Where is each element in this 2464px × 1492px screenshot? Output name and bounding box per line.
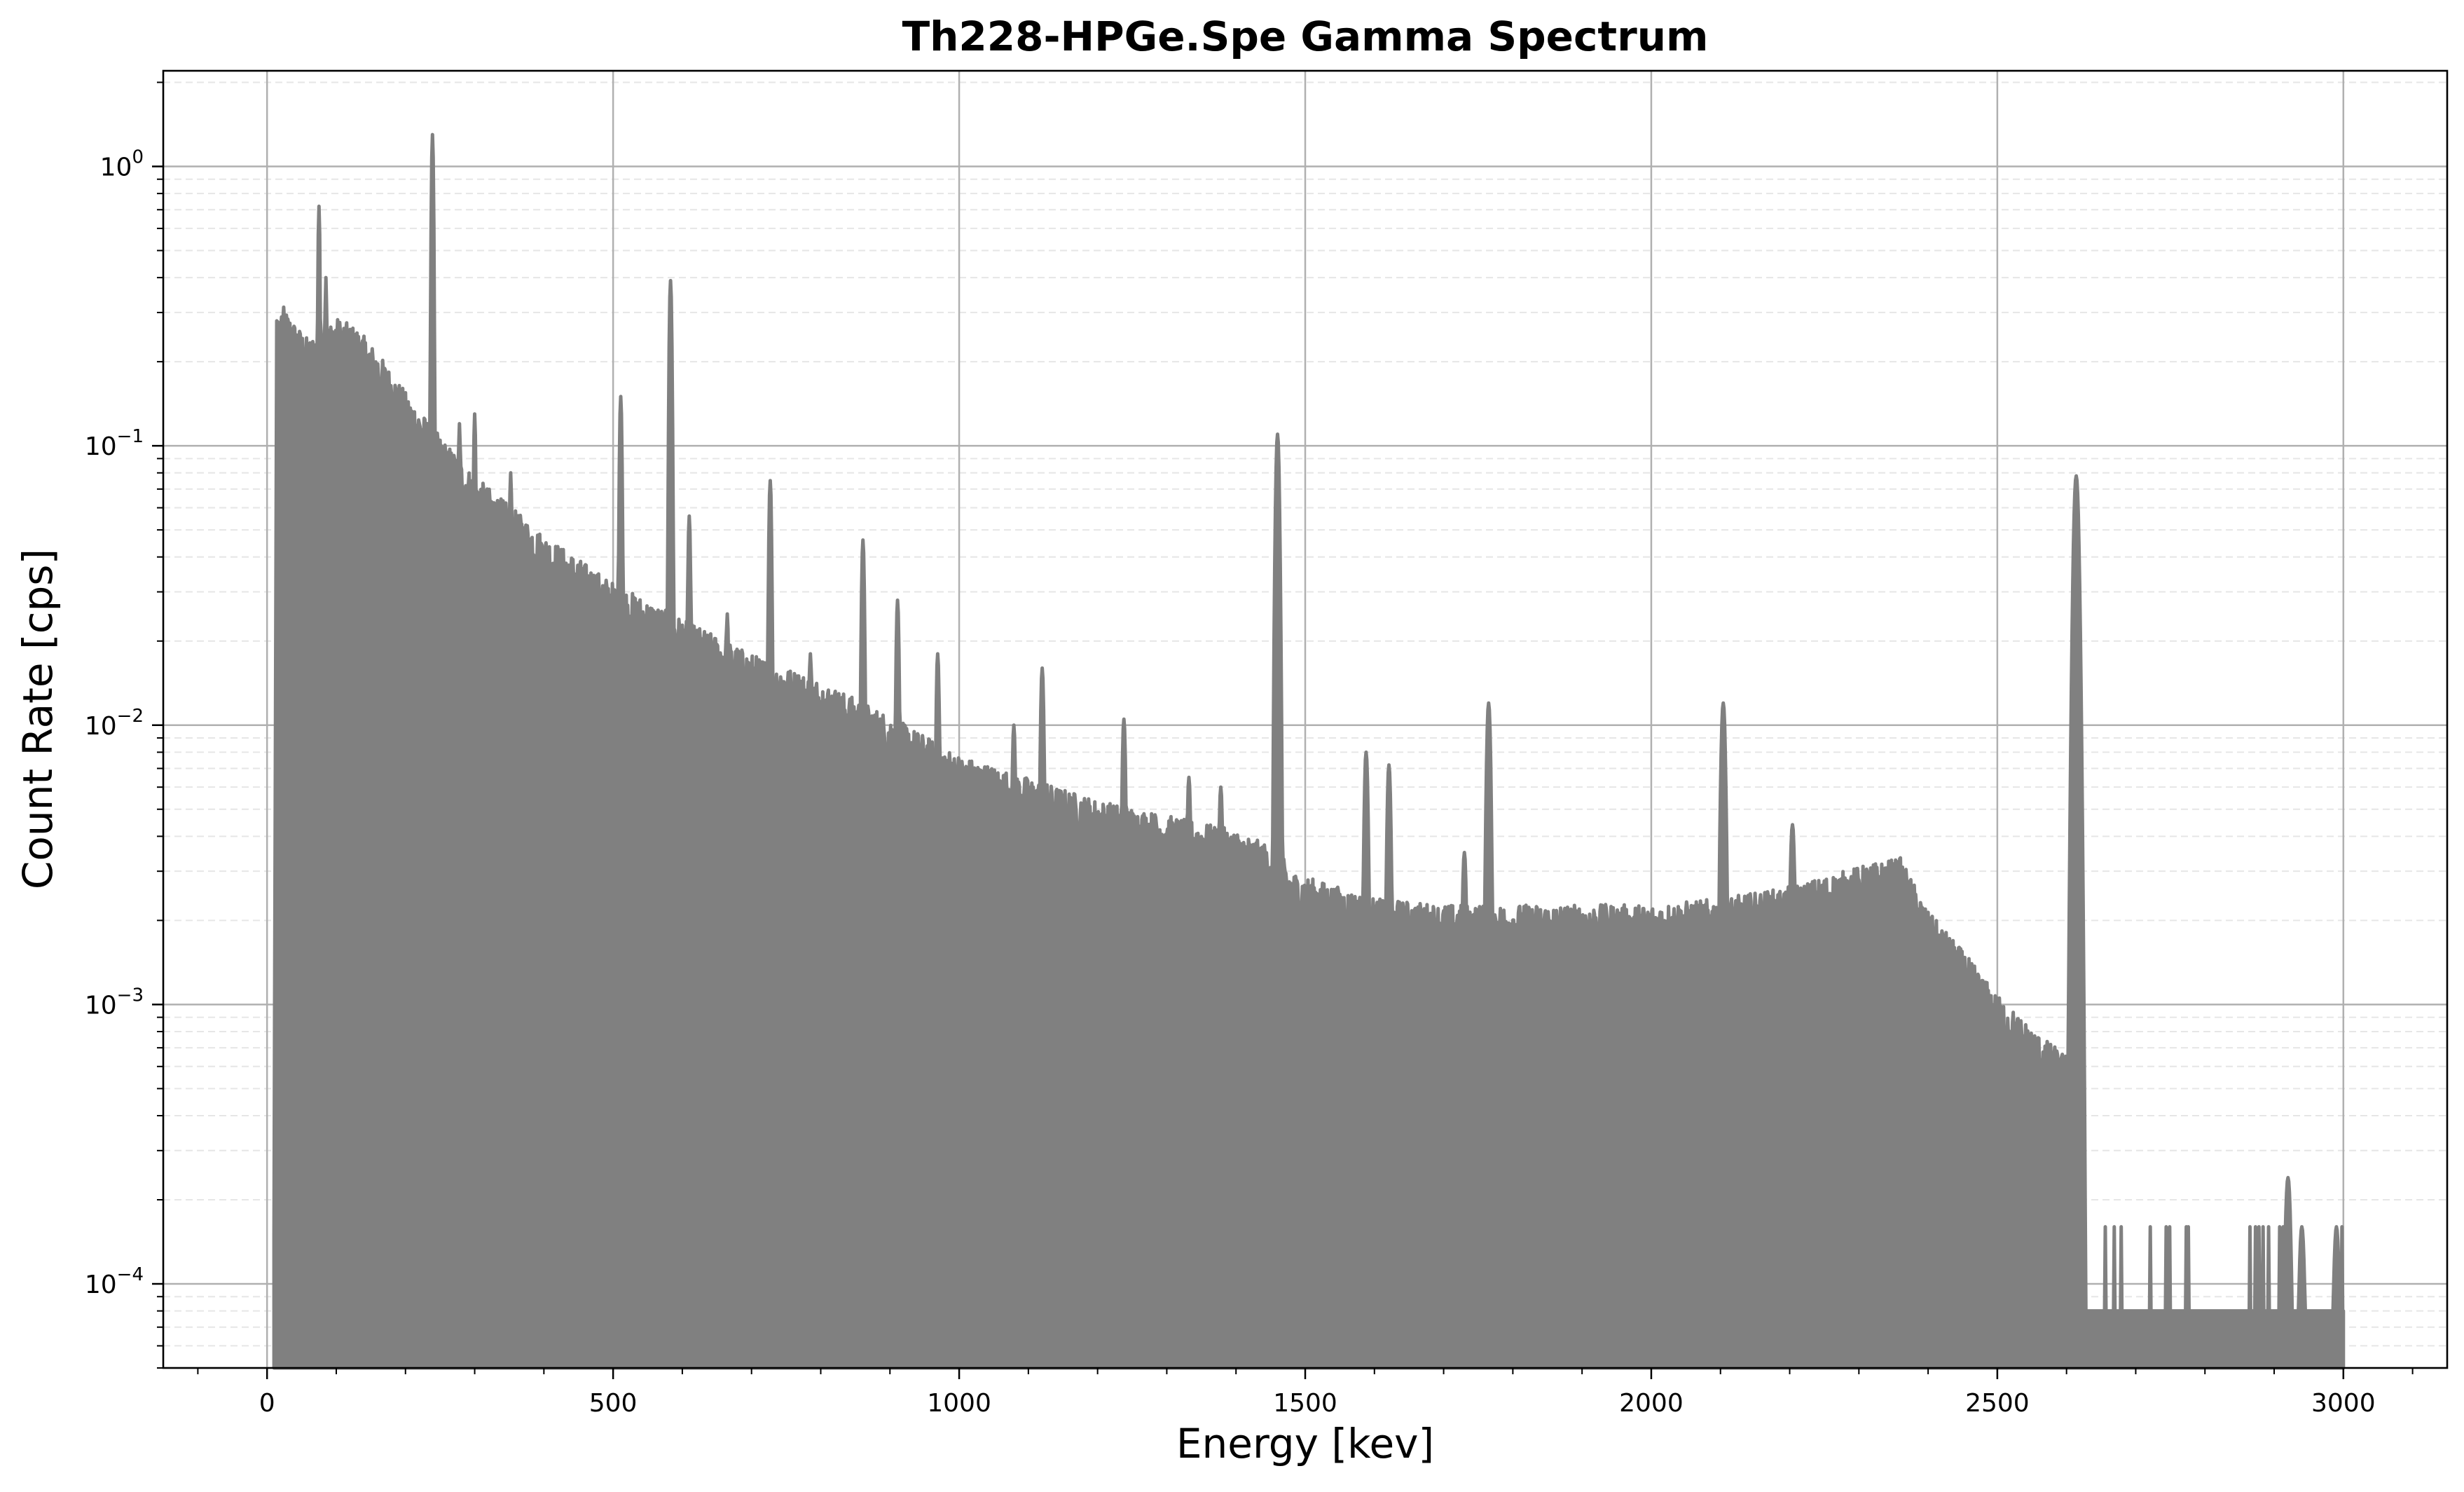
y-tick-label: 10−4 — [85, 1264, 144, 1299]
x-tick-label: 3000 — [2311, 1389, 2376, 1418]
x-axis: 0 500 1000 1500 2000 2500 3000 — [197, 1368, 2414, 1418]
x-tick-label: 2500 — [1965, 1389, 2030, 1418]
x-axis-label: Energy [kev] — [1176, 1420, 1434, 1467]
chart-title: Th228-HPGe.Spe Gamma Spectrum — [902, 13, 1709, 60]
x-tick-label: 1000 — [927, 1389, 991, 1418]
x-tick-label: 500 — [589, 1389, 638, 1418]
y-axis-label: Count Rate [cps] — [14, 549, 62, 889]
y-tick-label: 100 — [100, 146, 144, 182]
y-axis: 10−4 10−3 10−2 10−1 100 — [85, 81, 163, 1369]
y-tick-label: 10−3 — [85, 985, 144, 1020]
x-tick-label: 1500 — [1273, 1389, 1337, 1418]
x-tick-label: 0 — [259, 1389, 275, 1418]
spectrum-area — [272, 132, 2346, 1370]
series-layer — [272, 132, 2346, 1370]
x-tick-label: 2000 — [1619, 1389, 1684, 1418]
y-tick-label: 10−1 — [85, 426, 144, 461]
y-tick-label: 10−2 — [85, 706, 144, 741]
